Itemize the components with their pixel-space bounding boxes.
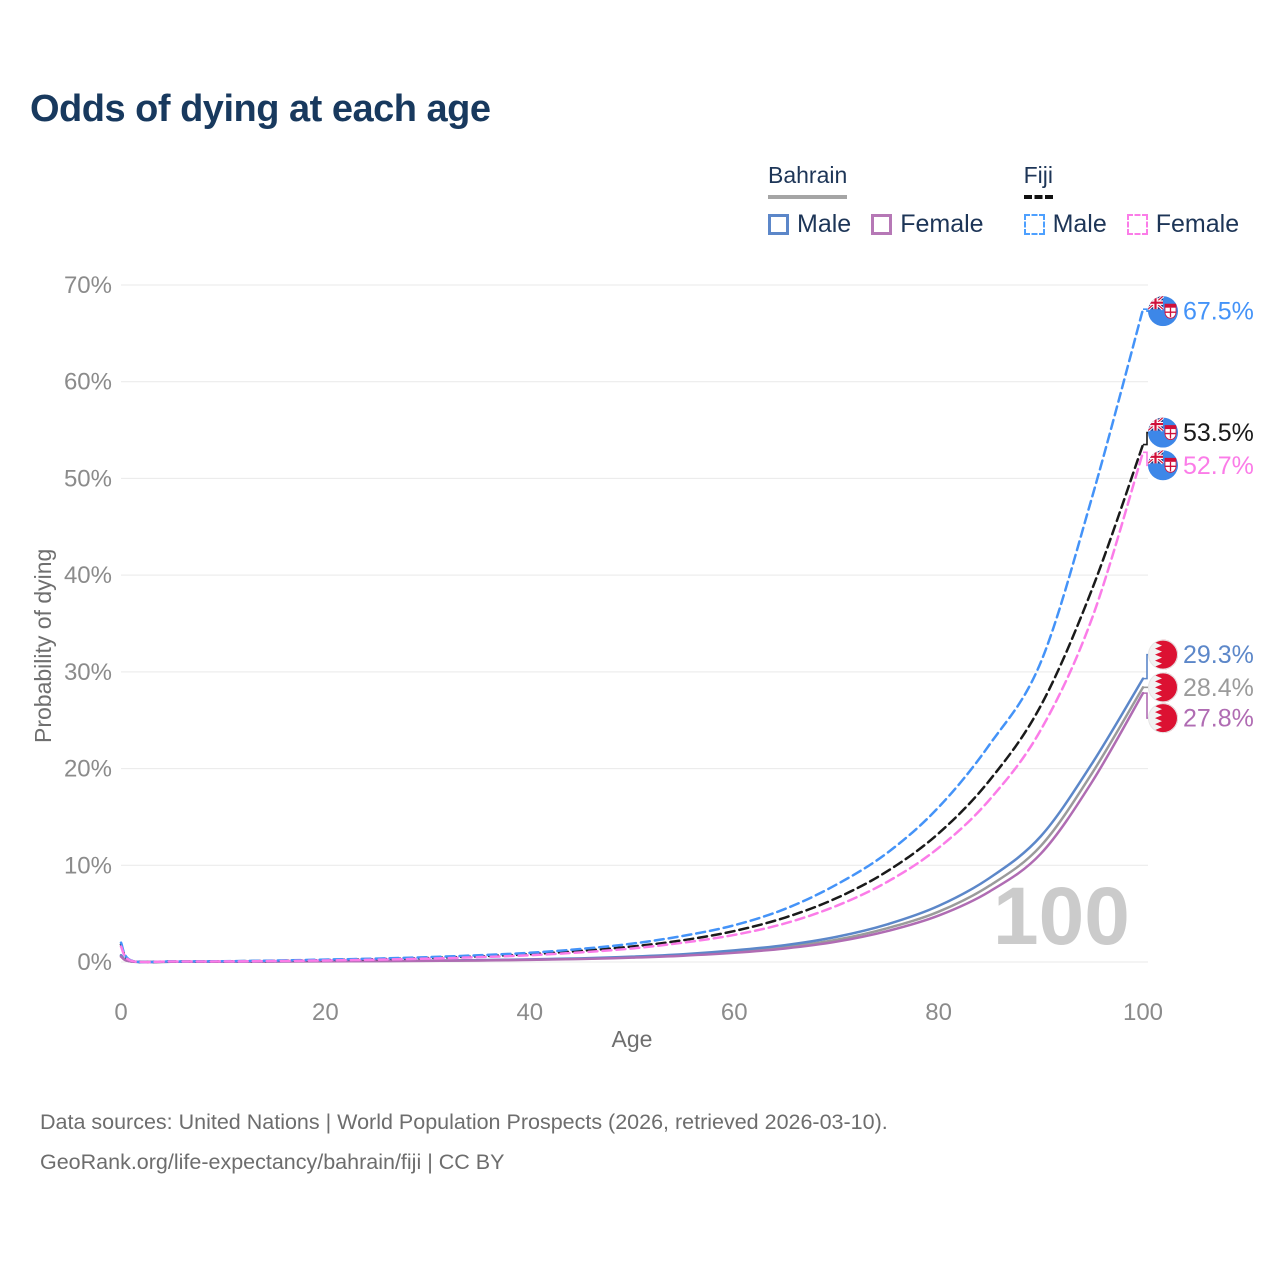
label-connector-fiji-all: [1143, 431, 1149, 446]
y-tick-label: 70%: [64, 272, 112, 299]
y-tick-label: 50%: [64, 465, 112, 492]
legend-row-fiji: Male Female: [1023, 210, 1240, 239]
legend-row-bahrain: Male Female: [768, 210, 984, 239]
x-tick-label: 60: [721, 999, 748, 1026]
end-label-bahrain-male: 29.3%: [1183, 641, 1254, 669]
bahrain-flag-icon: [1148, 703, 1178, 734]
bahrain-flag-icon: [1148, 639, 1178, 670]
y-tick-label: 0%: [77, 949, 112, 976]
footer-sources: Data sources: United Nations | World Pop…: [40, 1110, 888, 1134]
label-connector-bahrain-male: [1143, 653, 1149, 680]
series-line-fiji-all[interactable]: [119, 443, 1145, 964]
x-tick-label: 0: [114, 999, 127, 1026]
age-watermark: 100: [993, 871, 1130, 962]
fiji-flag-icon: [1148, 296, 1178, 327]
bahrain-flag-icon: [1148, 672, 1178, 703]
fiji-flag-icon: [1148, 417, 1178, 448]
legend-swatch-bahrain-female[interactable]: [871, 214, 893, 235]
legend-label-bahrain-male[interactable]: Male: [797, 210, 852, 238]
series-line-fiji-female[interactable]: [119, 451, 1145, 964]
end-label-fiji-male: 67.5%: [1183, 298, 1254, 326]
y-tick-label: 10%: [64, 852, 112, 879]
legend-label-bahrain-female[interactable]: Female: [900, 210, 984, 238]
label-connector-fiji-female: [1143, 451, 1149, 467]
legend-country-fiji[interactable]: Fiji: [1023, 162, 1053, 199]
x-tick-label: 80: [925, 999, 952, 1026]
x-axis-title: Age: [611, 1026, 653, 1052]
legend-label-fiji-female[interactable]: Female: [1155, 210, 1240, 238]
series-line-bahrain-female[interactable]: [119, 691, 1145, 964]
legend-country-bahrain[interactable]: Bahrain: [768, 162, 848, 199]
end-label-bahrain-female: 27.8%: [1183, 705, 1254, 733]
x-tick-label: 40: [516, 999, 543, 1026]
fiji-flag-icon: [1148, 450, 1178, 481]
legend-swatch-fiji-female[interactable]: [1126, 214, 1148, 235]
label-connector-bahrain-female: [1143, 692, 1149, 719]
series-line-fiji-male[interactable]: [119, 307, 1145, 964]
x-tick-label: 20: [312, 999, 339, 1026]
y-tick-label: 20%: [64, 756, 112, 783]
y-tick-label: 40%: [64, 562, 112, 589]
footer: Data sources: United Nations | World Pop…: [40, 1102, 888, 1182]
end-label-fiji-female: 52.7%: [1183, 452, 1254, 480]
legend-label-fiji-male[interactable]: Male: [1052, 210, 1107, 238]
series-line-bahrain-all[interactable]: [119, 686, 1145, 964]
end-label-bahrain-all: 28.4%: [1183, 674, 1254, 702]
legend-swatch-bahrain-male[interactable]: [768, 214, 789, 235]
series-line-bahrain-male[interactable]: [119, 677, 1145, 964]
y-tick-label: 60%: [64, 369, 112, 396]
legend: Bahrain Male Female Fiji Male Female: [768, 162, 1239, 239]
legend-swatch-fiji-male[interactable]: [1023, 214, 1045, 235]
footer-link: GeoRank.org/life-expectancy/bahrain/fiji…: [40, 1150, 505, 1174]
x-tick-label: 100: [1123, 999, 1163, 1026]
legend-group-bahrain: Bahrain Male Female: [768, 162, 984, 239]
page-title: Odds of dying at each age: [30, 88, 491, 130]
y-tick-label: 30%: [64, 659, 112, 686]
end-label-fiji-all: 53.5%: [1183, 419, 1254, 447]
legend-group-fiji: Fiji Male Female: [1023, 162, 1240, 239]
